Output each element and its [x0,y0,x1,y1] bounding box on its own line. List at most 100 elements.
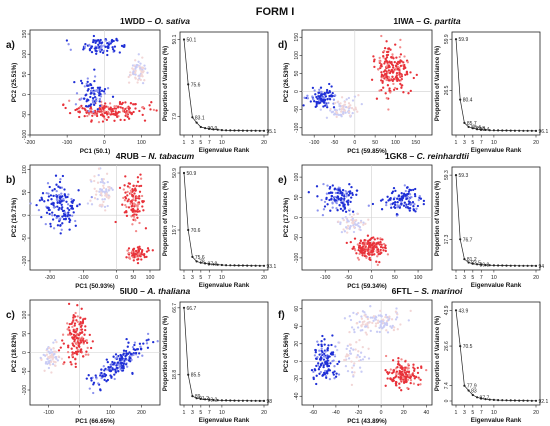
pca-point [366,315,369,319]
pca-point [397,357,400,360]
pca-point [86,105,90,108]
pca-point [136,176,140,179]
pca-point [62,342,65,345]
pca-point [396,206,399,209]
pca-point [352,311,355,315]
pca-point [86,114,89,118]
scatter-frame [301,299,433,406]
pca-point [84,94,87,97]
pca-point [126,111,130,114]
pca-point [86,202,90,205]
pca-point [400,75,404,78]
pca-point [422,199,426,203]
pca-point [48,212,51,216]
pca-point [319,370,323,374]
pca-point [90,50,94,54]
pca-point [57,349,61,352]
pca-point [46,357,49,361]
pca-point [90,203,94,206]
pca-point [95,114,99,118]
pca-point [333,377,336,380]
y-axis-label: PC2 (25.51%) [11,63,18,103]
scree-point [454,309,458,312]
x-axis-label: PC1 (59.85%) [347,148,387,155]
pca-point [350,185,353,189]
scree-point [534,399,538,402]
scree-point [225,399,228,402]
x-tick-label: 10 [219,140,225,146]
pca-point [51,214,54,217]
pca-point [340,196,343,200]
pca-point [372,250,375,253]
scree-point [518,399,521,402]
pca-point [98,104,102,107]
pca-point [94,193,98,196]
pca-point [319,364,323,367]
pca-point [127,75,130,79]
pca-point [315,382,318,386]
pca-point [366,252,370,255]
pca-point [395,213,399,216]
pca-point [118,186,122,190]
y-tick-label: 100 [22,165,28,174]
pca-point [129,73,132,77]
y-tick-label: 50 [294,194,300,200]
x-tick-label: 20 [261,410,267,416]
pca-point [79,316,82,319]
x-tick-label: 50 [392,275,398,281]
pca-point [306,94,309,97]
pca-point [373,244,376,248]
pca-point [316,364,320,367]
scree-point-label: 83 [471,388,477,394]
pca-point [75,336,78,340]
x-tick-label: 5 [471,275,474,281]
scree-point [254,129,257,132]
panel-title: 6FTL – S. marinoi [392,286,463,296]
pca-point [49,225,52,228]
pca-point [331,91,334,95]
pca-point [48,352,51,355]
pca-point [339,190,342,194]
panel-title: 4RUB – N. tabacum [116,151,195,161]
pca-point [105,192,108,195]
pca-point [384,369,387,372]
pca-point [344,105,348,109]
pca-point [333,370,336,373]
pca-point [399,376,403,379]
pca-point [67,302,71,306]
pca-point [351,247,354,250]
pca-point [67,346,70,349]
pca-point [54,361,57,364]
pca-point [68,218,72,222]
pca-point [139,345,142,348]
pca-point [334,108,337,111]
pca-point [343,203,346,206]
pca-point [139,173,142,176]
pca-point [102,90,106,93]
pca-point [409,309,412,313]
pca-point [331,206,334,209]
pca-point [111,46,114,49]
pca-point [66,328,69,331]
pca-point [384,354,388,358]
pca-point [150,101,153,104]
pca-point [59,200,62,204]
pca-point [108,41,111,44]
x-tick-label: -50 [331,140,339,146]
pca-point [134,107,137,110]
pca-point [316,195,319,198]
pca-point [387,50,390,53]
pca-point [130,200,133,204]
pca-point [68,214,72,217]
pca-point [388,87,391,90]
pca-point [88,333,91,337]
pca-point [79,348,83,352]
pca-point [360,324,363,327]
pca-point [407,319,410,322]
pca-point [143,79,146,82]
scree-point [254,264,257,267]
scree-line [183,307,264,402]
y-tick-label: 0 [294,90,300,93]
pca-point [415,375,418,379]
pca-point [376,321,380,325]
